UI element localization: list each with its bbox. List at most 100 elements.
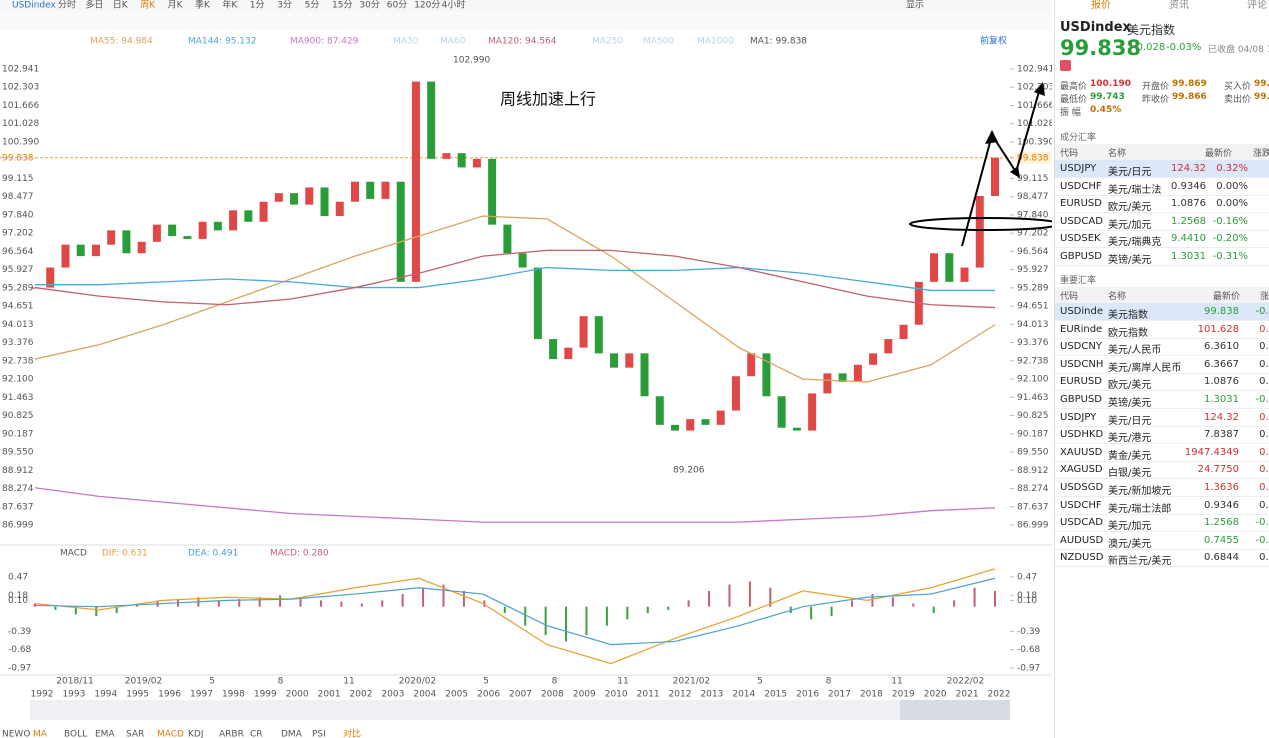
panel-tab[interactable]: 报价 <box>1091 0 1111 11</box>
cell[interactable]: 欧元/美元 <box>1108 202 1152 214</box>
indicator-tab[interactable]: KDJ <box>188 730 204 738</box>
cell[interactable]: 6.3667 <box>1204 358 1239 370</box>
cell[interactable]: 6.3610 <box>1204 341 1239 353</box>
cell[interactable]: GBPUSD <box>1060 394 1103 405</box>
cell[interactable]: -0.16% <box>1212 215 1248 227</box>
cell[interactable]: 美元/日元 <box>1108 167 1152 178</box>
cell[interactable]: 欧元指数 <box>1108 327 1148 339</box>
cell[interactable]: USDHKD <box>1060 429 1104 441</box>
cell[interactable]: 0.0 <box>1259 341 1269 353</box>
cell[interactable]: 101.628 <box>1197 323 1239 335</box>
cell[interactable]: USDinde <box>1060 306 1103 317</box>
period-tab[interactable]: 4小时 <box>442 0 466 11</box>
period-tab[interactable]: 季K <box>195 0 211 11</box>
cell[interactable]: 7.8387 <box>1204 429 1239 441</box>
cell[interactable]: USDCAD <box>1060 215 1103 227</box>
cell[interactable]: 白银/美元 <box>1108 468 1152 480</box>
cell[interactable]: EURUSD <box>1060 198 1102 210</box>
indicator-tab[interactable]: CR <box>250 730 263 738</box>
period-tab[interactable]: 月K <box>168 0 184 11</box>
cell[interactable]: 0.8 <box>1259 446 1269 458</box>
cell[interactable]: 1.2568 <box>1204 517 1239 529</box>
cell[interactable]: XAUUSD <box>1060 446 1103 458</box>
cell[interactable]: USDJPY <box>1060 163 1097 174</box>
cell[interactable]: -0.3 <box>1255 394 1269 405</box>
scrollbar[interactable] <box>30 700 1010 720</box>
cell[interactable]: 澳元/美元 <box>1108 538 1152 550</box>
cell[interactable]: 0.0 <box>1259 429 1269 441</box>
cell[interactable]: 英镑/美元 <box>1108 255 1152 266</box>
scroll-thumb[interactable] <box>900 700 1010 720</box>
cell[interactable]: 英镑/美元 <box>1108 398 1152 409</box>
cell[interactable]: USDCHF <box>1060 499 1102 511</box>
cell[interactable]: 美元/瑞士法 <box>1108 184 1162 196</box>
cell[interactable]: 0.7455 <box>1204 534 1239 546</box>
cell[interactable]: 1.2568 <box>1171 215 1206 227</box>
period-tab[interactable]: 多日 <box>85 0 103 11</box>
cell[interactable]: 99.838 <box>1204 306 1239 317</box>
cell[interactable]: -0.1 <box>1255 517 1269 529</box>
period-tab[interactable]: 3分 <box>277 0 292 11</box>
indicator-tab[interactable]: PSI <box>312 730 326 738</box>
cell[interactable]: USDCHF <box>1060 180 1102 192</box>
period-tab[interactable]: 分时 <box>58 0 76 11</box>
indicator-tab[interactable]: BOLL <box>64 730 87 738</box>
period-tab[interactable]: 30分 <box>359 0 379 11</box>
indicator-tab[interactable]: SAR <box>126 730 144 738</box>
cell[interactable]: 9.4410 <box>1171 233 1206 245</box>
period-tab[interactable]: 1分 <box>250 0 265 11</box>
cell[interactable]: 美元/港元 <box>1108 433 1152 445</box>
cell[interactable]: 黄金/美元 <box>1108 450 1152 462</box>
period-tab[interactable]: 60分 <box>387 0 407 11</box>
cell[interactable]: USDCNY <box>1060 341 1102 353</box>
cell[interactable]: USDJPY <box>1060 411 1097 423</box>
cell[interactable]: 124.32 <box>1171 163 1206 174</box>
cell[interactable]: 美元/加元 <box>1108 219 1152 231</box>
indicator-tab[interactable]: MA <box>33 730 48 738</box>
cell[interactable]: 美元/日元 <box>1108 415 1152 427</box>
cell[interactable]: 0.9346 <box>1171 180 1206 192</box>
cell[interactable]: XAGUSD <box>1060 464 1103 476</box>
cell[interactable]: 0.0 <box>1259 358 1269 370</box>
cell[interactable]: 1.3636 <box>1204 482 1239 493</box>
indicator-tab[interactable]: EMA <box>95 730 115 738</box>
indicator-tab[interactable]: MACD <box>157 730 184 738</box>
panel-tab[interactable]: 评论 <box>1247 0 1267 11</box>
indicator-tab[interactable]: 对比 <box>343 728 361 738</box>
cell[interactable]: 0.0 <box>1259 552 1269 564</box>
period-tab[interactable]: 15分 <box>332 0 352 11</box>
cell[interactable]: 美元指数 <box>1108 310 1148 321</box>
cell[interactable]: 美元/离岸人民币 <box>1108 362 1182 374</box>
period-tab[interactable]: 年K <box>222 0 238 11</box>
cell[interactable]: USDSGD <box>1060 482 1104 493</box>
cell[interactable]: -0.31% <box>1212 251 1248 262</box>
cell[interactable]: 0.0 <box>1259 376 1269 388</box>
cell[interactable]: NZDUSD <box>1060 552 1104 564</box>
period-tab[interactable]: 周K <box>140 0 156 11</box>
panel-tab[interactable]: 资讯 <box>1169 0 1189 11</box>
cell[interactable]: EURinde <box>1060 323 1103 335</box>
cell[interactable]: -0.20% <box>1212 233 1248 245</box>
cell[interactable]: EURUSD <box>1060 376 1102 388</box>
period-tab[interactable]: 120分 <box>414 0 440 11</box>
cell[interactable]: 0.00% <box>1216 180 1248 192</box>
cell[interactable]: 欧元/美元 <box>1108 380 1152 392</box>
cell[interactable]: 1.3031 <box>1171 251 1206 262</box>
cell[interactable]: 0.00% <box>1216 198 1248 210</box>
cell[interactable]: AUDUSD <box>1060 534 1104 546</box>
cell[interactable]: 1.0876 <box>1204 376 1239 388</box>
period-tab[interactable]: 5分 <box>305 0 320 11</box>
cell[interactable]: 0.1 <box>1259 482 1269 493</box>
cell[interactable]: 美元/瑞士法郎 <box>1108 503 1172 515</box>
cell[interactable]: 0.32% <box>1216 163 1248 174</box>
cell[interactable]: 0.1 <box>1259 323 1269 335</box>
cell[interactable]: 124.32 <box>1204 411 1239 423</box>
cell[interactable]: 0.0 <box>1259 499 1269 511</box>
cell[interactable]: 24.7750 <box>1197 464 1239 476</box>
cell[interactable]: GBPUSD <box>1060 251 1103 262</box>
cell[interactable]: -0.0 <box>1255 306 1269 317</box>
indicator-tab[interactable]: NEWO <box>2 730 30 738</box>
cell[interactable]: 美元/加元 <box>1108 521 1152 533</box>
cell[interactable]: -0.3 <box>1255 534 1269 546</box>
cell[interactable]: 新西兰元/美元 <box>1108 556 1172 568</box>
